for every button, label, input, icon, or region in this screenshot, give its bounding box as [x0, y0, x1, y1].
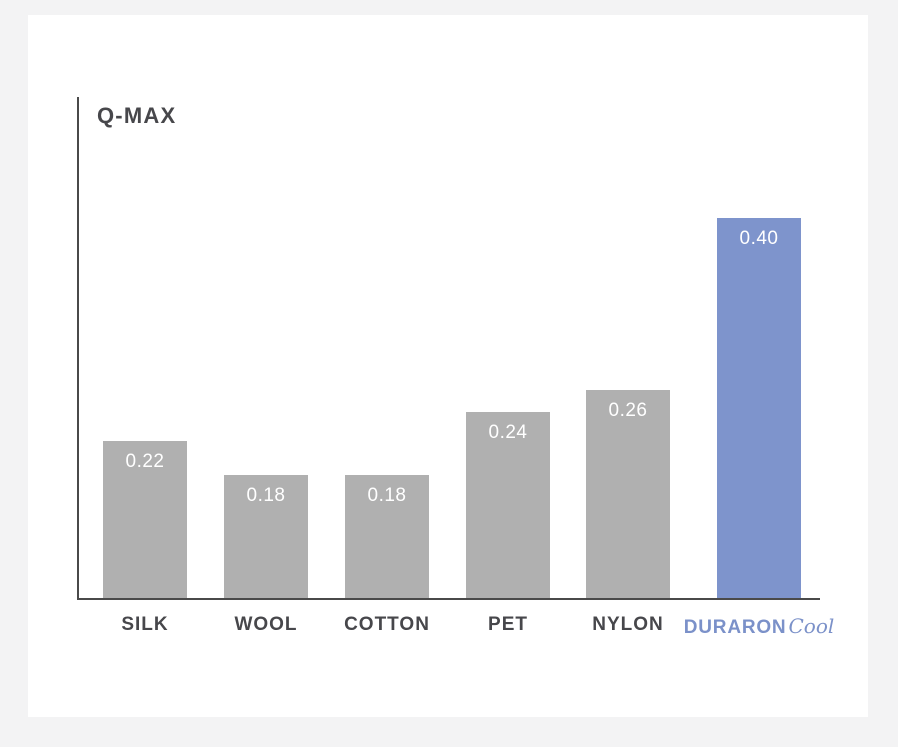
- plot-area: 0.22 SILK 0.18 WOOL 0.18 COTTON 0.24 PET 0.26 NYL…: [77, 97, 834, 638]
- bar-wool: 0.18: [224, 475, 308, 598]
- x-axis-label-nylon: NYLON: [592, 614, 664, 635]
- x-axis-label-cotton: COTTON: [344, 614, 430, 635]
- bar-value-label: 0.18: [246, 485, 286, 506]
- bar-value-label: 0.24: [488, 422, 528, 443]
- bar-value-label: 0.18: [367, 485, 407, 506]
- bar-pet: 0.24: [466, 412, 550, 598]
- bar-duraron-cool: 0.40: [717, 218, 801, 598]
- chart-title: Q-MAX: [97, 103, 177, 128]
- x-axis-label-pet: PET: [488, 614, 528, 635]
- bar-nylon: 0.26: [586, 390, 670, 598]
- bar-value-label: 0.40: [739, 228, 779, 249]
- bar-group-cotton: 0.18: [345, 97, 429, 598]
- bar-group-silk: 0.22: [103, 97, 187, 598]
- brand-name-script: Cool: [788, 614, 835, 638]
- brand-name-bold: DURARON: [683, 617, 787, 638]
- bar-value-label: 0.22: [125, 451, 165, 472]
- bar-group-pet: 0.24: [466, 97, 550, 598]
- x-axis-label-wool: WOOL: [234, 614, 298, 635]
- bar-value-label: 0.26: [608, 400, 648, 421]
- bar-group-nylon: 0.26: [586, 97, 670, 598]
- bar-group-duraron-cool: 0.40: [717, 97, 801, 598]
- x-axis-label-silk: SILK: [121, 614, 169, 635]
- bar-cotton: 0.18: [345, 475, 429, 598]
- x-axis-label-duraron-cool: DURARON Cool: [684, 614, 835, 639]
- chart-card: Q-MAX 0.22 SILK 0.18 WOOL 0.18 COTTON 0.24 PET 0…: [28, 15, 868, 717]
- bar-group-wool: 0.18: [224, 97, 308, 598]
- bar-silk: 0.22: [103, 441, 187, 598]
